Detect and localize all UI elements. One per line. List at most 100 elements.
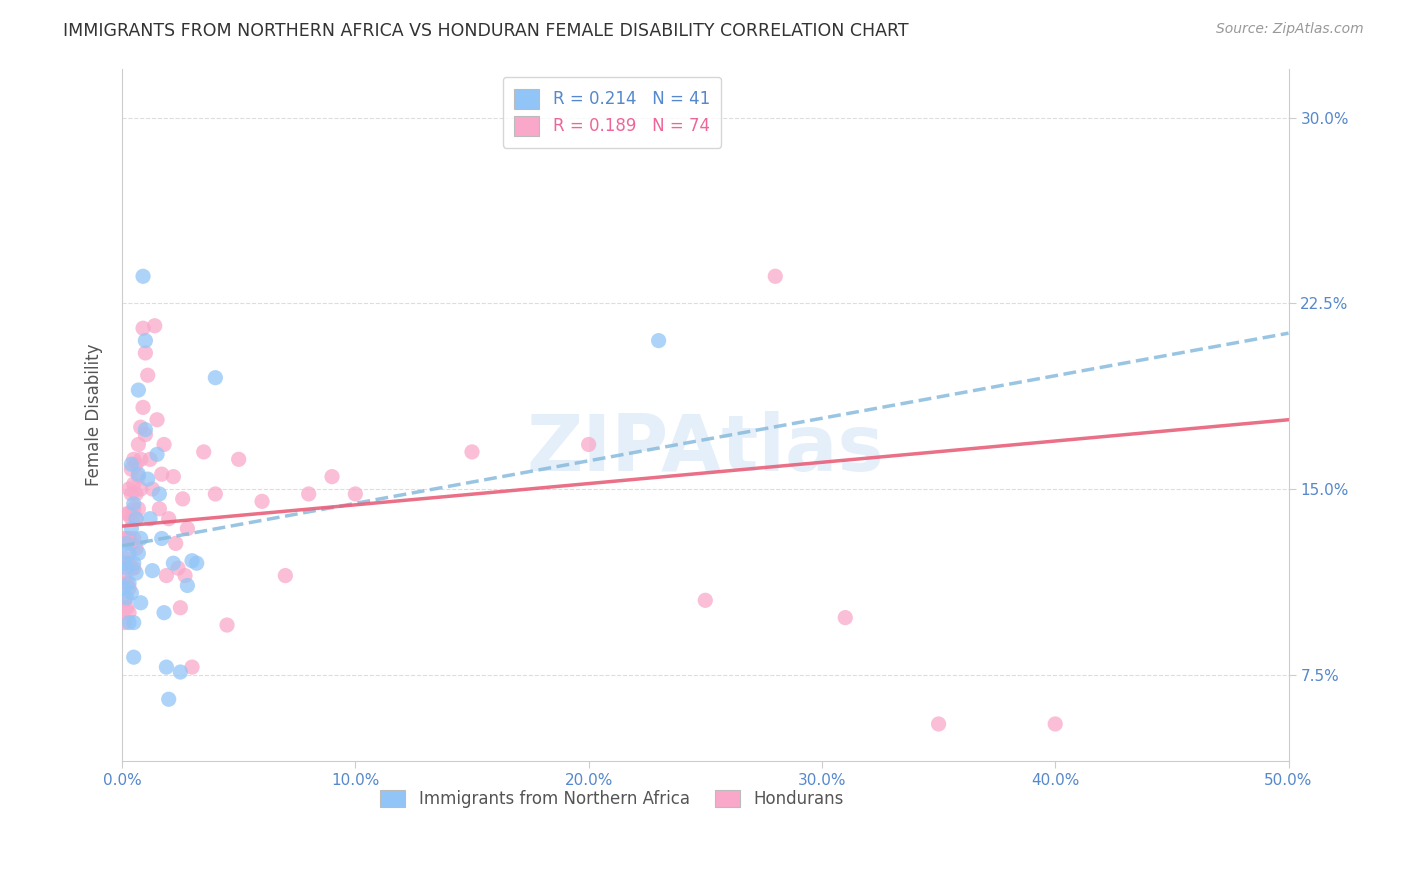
Point <box>115 591 138 605</box>
Point <box>134 427 156 442</box>
Point <box>148 501 170 516</box>
Point <box>112 593 135 607</box>
Point <box>136 368 159 383</box>
Point <box>174 568 197 582</box>
Point <box>176 578 198 592</box>
Point <box>228 452 250 467</box>
Point <box>132 269 155 284</box>
Point <box>165 536 187 550</box>
Point <box>118 581 141 595</box>
Point <box>1045 717 1067 731</box>
Point <box>122 650 145 665</box>
Point <box>118 507 141 521</box>
Point <box>157 511 180 525</box>
Point <box>115 576 138 591</box>
Point <box>181 554 204 568</box>
Point <box>176 522 198 536</box>
Point <box>136 472 159 486</box>
Point <box>141 564 163 578</box>
Point <box>122 477 145 491</box>
Point <box>928 717 950 731</box>
Point <box>120 462 142 476</box>
Point <box>141 482 163 496</box>
Point <box>125 511 148 525</box>
Point <box>120 522 142 536</box>
Point <box>122 497 145 511</box>
Point <box>122 532 145 546</box>
Point <box>112 556 135 570</box>
Point <box>127 437 149 451</box>
Point <box>129 452 152 467</box>
Point <box>150 467 173 482</box>
Point <box>112 551 135 566</box>
Point <box>127 546 149 560</box>
Point <box>181 660 204 674</box>
Point <box>115 556 138 570</box>
Point <box>122 615 145 630</box>
Point <box>127 383 149 397</box>
Point <box>134 423 156 437</box>
Point <box>120 457 142 471</box>
Point <box>118 606 141 620</box>
Point <box>204 370 226 384</box>
Point <box>127 501 149 516</box>
Point <box>167 561 190 575</box>
Point <box>129 482 152 496</box>
Point <box>344 487 367 501</box>
Point <box>146 447 169 461</box>
Point <box>132 401 155 415</box>
Point <box>132 321 155 335</box>
Point <box>134 346 156 360</box>
Point <box>139 511 162 525</box>
Y-axis label: Female Disability: Female Disability <box>86 343 103 486</box>
Point <box>134 334 156 348</box>
Point <box>148 487 170 501</box>
Point <box>215 618 238 632</box>
Point <box>115 532 138 546</box>
Text: Source: ZipAtlas.com: Source: ZipAtlas.com <box>1216 22 1364 37</box>
Point <box>169 600 191 615</box>
Point <box>118 532 141 546</box>
Point <box>155 568 177 582</box>
Point <box>274 568 297 582</box>
Point <box>129 420 152 434</box>
Point <box>146 413 169 427</box>
Point <box>122 561 145 575</box>
Legend: Immigrants from Northern Africa, Hondurans: Immigrants from Northern Africa, Hondura… <box>374 783 851 815</box>
Point <box>115 600 138 615</box>
Point <box>120 586 142 600</box>
Point <box>153 437 176 451</box>
Point <box>186 556 208 570</box>
Point <box>125 511 148 525</box>
Point <box>250 494 273 508</box>
Point <box>118 546 141 560</box>
Point <box>298 487 321 501</box>
Point <box>122 452 145 467</box>
Point <box>172 491 194 506</box>
Point <box>162 556 184 570</box>
Point <box>115 561 138 575</box>
Point <box>115 536 138 550</box>
Point <box>125 457 148 471</box>
Point <box>118 482 141 496</box>
Point <box>115 507 138 521</box>
Point <box>125 566 148 580</box>
Point <box>153 606 176 620</box>
Point <box>143 318 166 333</box>
Point <box>150 532 173 546</box>
Point <box>834 610 856 624</box>
Point <box>321 469 343 483</box>
Point <box>120 561 142 575</box>
Point <box>155 660 177 674</box>
Point <box>695 593 717 607</box>
Point <box>763 269 786 284</box>
Point <box>127 469 149 483</box>
Point <box>112 571 135 585</box>
Point <box>118 615 141 630</box>
Point <box>120 536 142 550</box>
Point <box>127 467 149 482</box>
Text: ZIPAtlas: ZIPAtlas <box>526 411 884 487</box>
Point <box>122 501 145 516</box>
Point <box>193 445 215 459</box>
Point <box>461 445 484 459</box>
